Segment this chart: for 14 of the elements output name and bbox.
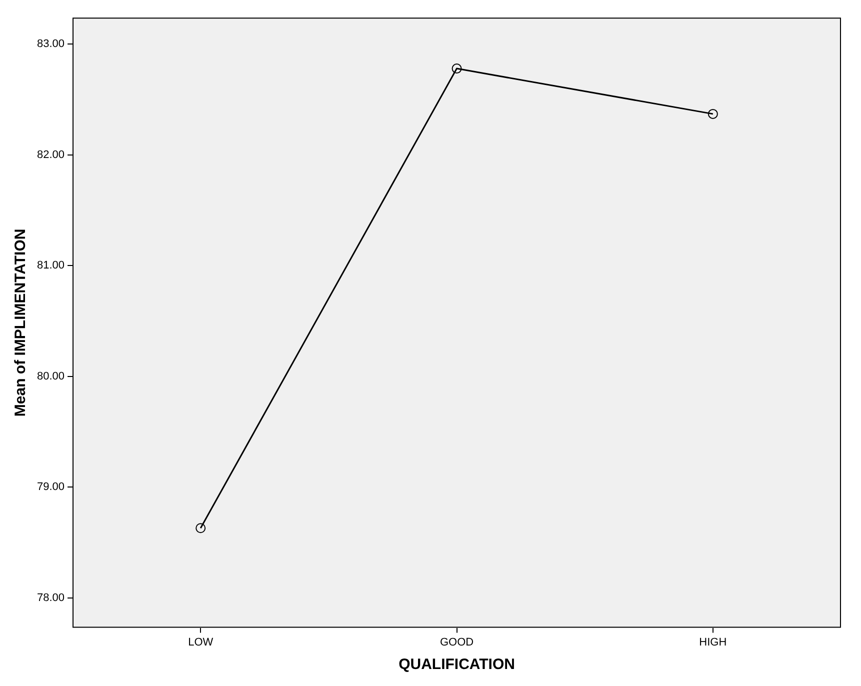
y-tick-label: 78.00 — [36, 592, 65, 604]
x-tick-label: LOW — [188, 636, 214, 648]
point — [196, 523, 206, 534]
y-tick-label: 80.00 — [36, 370, 65, 382]
y-axis-title: Mean of IMPLIMENTATION — [12, 228, 30, 417]
point — [452, 64, 462, 74]
y-tick-label: 79.00 — [36, 481, 65, 494]
x-tick-label: HIGH — [699, 636, 727, 648]
y-tick-label: 83.00 — [36, 38, 65, 50]
x-tick-label: GOOD — [440, 636, 474, 648]
y-tick-label: 81.00 — [36, 260, 65, 272]
point — [708, 108, 718, 119]
x-axis-title: QUALIFICATION — [398, 656, 515, 674]
y-tick-label: 82.00 — [36, 148, 65, 161]
